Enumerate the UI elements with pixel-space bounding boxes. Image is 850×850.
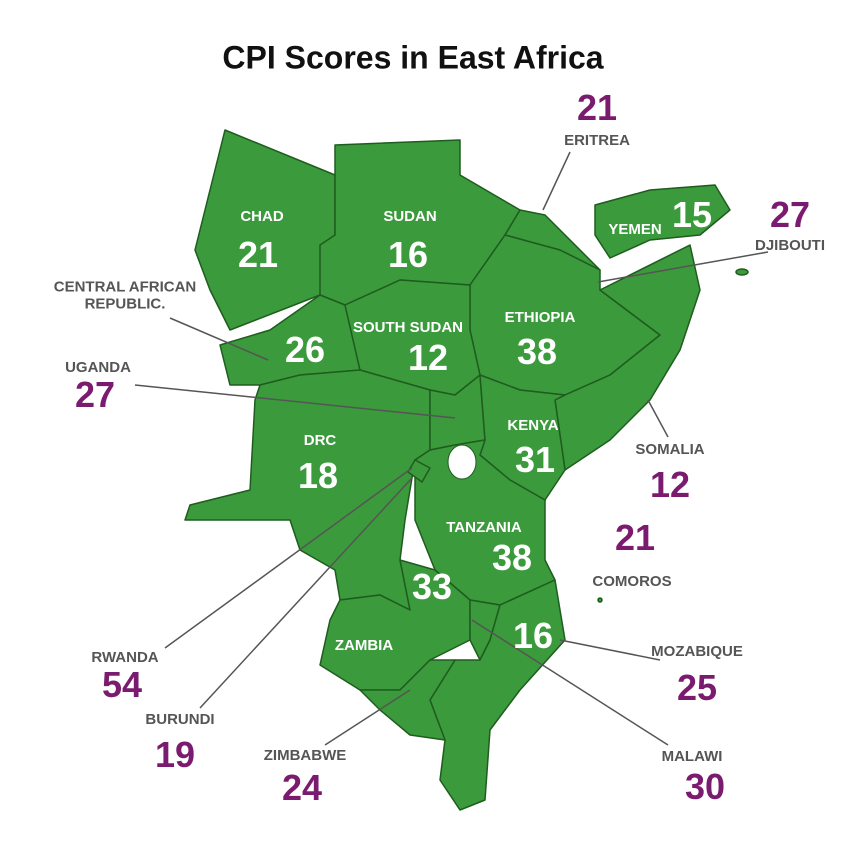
score: 12 <box>407 337 449 379</box>
country-name: KENYA <box>507 416 559 434</box>
country-name: SOMALIA <box>635 440 705 458</box>
country-name: UGANDA <box>65 358 131 376</box>
score: 21 <box>576 87 618 129</box>
leader-line <box>324 689 411 746</box>
country-name: BURUNDI <box>145 710 215 728</box>
lake-victoria <box>447 444 477 480</box>
score: 16 <box>512 615 554 657</box>
country-name: ZIMBABWE <box>263 746 347 764</box>
score: 26 <box>284 329 326 371</box>
mozambique-shape <box>429 579 566 811</box>
score: 27 <box>769 194 811 236</box>
score: 15 <box>671 194 713 236</box>
score: 24 <box>281 767 323 809</box>
leader-line <box>647 399 669 438</box>
leader-line <box>169 317 269 361</box>
djibouti-shape <box>735 268 749 276</box>
leader-line <box>471 619 669 746</box>
country-name: MALAWI <box>661 747 723 765</box>
score: 38 <box>516 331 558 373</box>
rwanda-burundi-shape <box>407 459 431 483</box>
country-name: SOUTH SUDAN <box>352 318 464 336</box>
country-name: CENTRAL AFRICAN REPUBLIC. <box>53 278 197 312</box>
country-name: YEMEN <box>608 220 662 238</box>
score: 21 <box>237 234 279 276</box>
country-name: DJIBOUTI <box>754 236 826 254</box>
leader-line <box>134 384 456 419</box>
score: 18 <box>297 455 339 497</box>
score: 54 <box>101 664 143 706</box>
yemen-shape <box>594 184 731 259</box>
country-name: ERITREA <box>564 131 630 149</box>
score: 31 <box>514 439 556 481</box>
country-name: CHAD <box>240 207 284 225</box>
country-name: COMOROS <box>592 572 672 590</box>
country-name: DRC <box>303 431 337 449</box>
country-name: MOZABIQUE <box>651 642 743 660</box>
leader-line <box>559 639 661 661</box>
score: 30 <box>684 766 726 808</box>
leader-line <box>164 467 413 649</box>
country-name: SUDAN <box>383 207 437 225</box>
comoros-shape <box>597 597 603 603</box>
score: 21 <box>614 517 656 559</box>
score: 25 <box>676 667 718 709</box>
country-name: RWANDA <box>91 648 159 666</box>
title: CPI Scores in East Africa <box>222 39 604 76</box>
score: 27 <box>74 374 116 416</box>
country-name: ETHIOPIA <box>504 308 576 326</box>
score: 38 <box>491 537 533 579</box>
score: 19 <box>154 734 196 776</box>
tanzania-shape <box>414 439 556 606</box>
leader-line <box>597 251 769 283</box>
score: 12 <box>649 464 691 506</box>
score: 16 <box>387 234 429 276</box>
somalia-shape <box>554 244 701 471</box>
score: 33 <box>411 566 453 608</box>
country-name: ZAMBIA <box>334 636 394 654</box>
country-name: TANZANIA <box>446 518 522 536</box>
zimbabwe-shape <box>359 659 456 741</box>
leader-line <box>542 151 571 211</box>
leader-line <box>199 477 413 709</box>
